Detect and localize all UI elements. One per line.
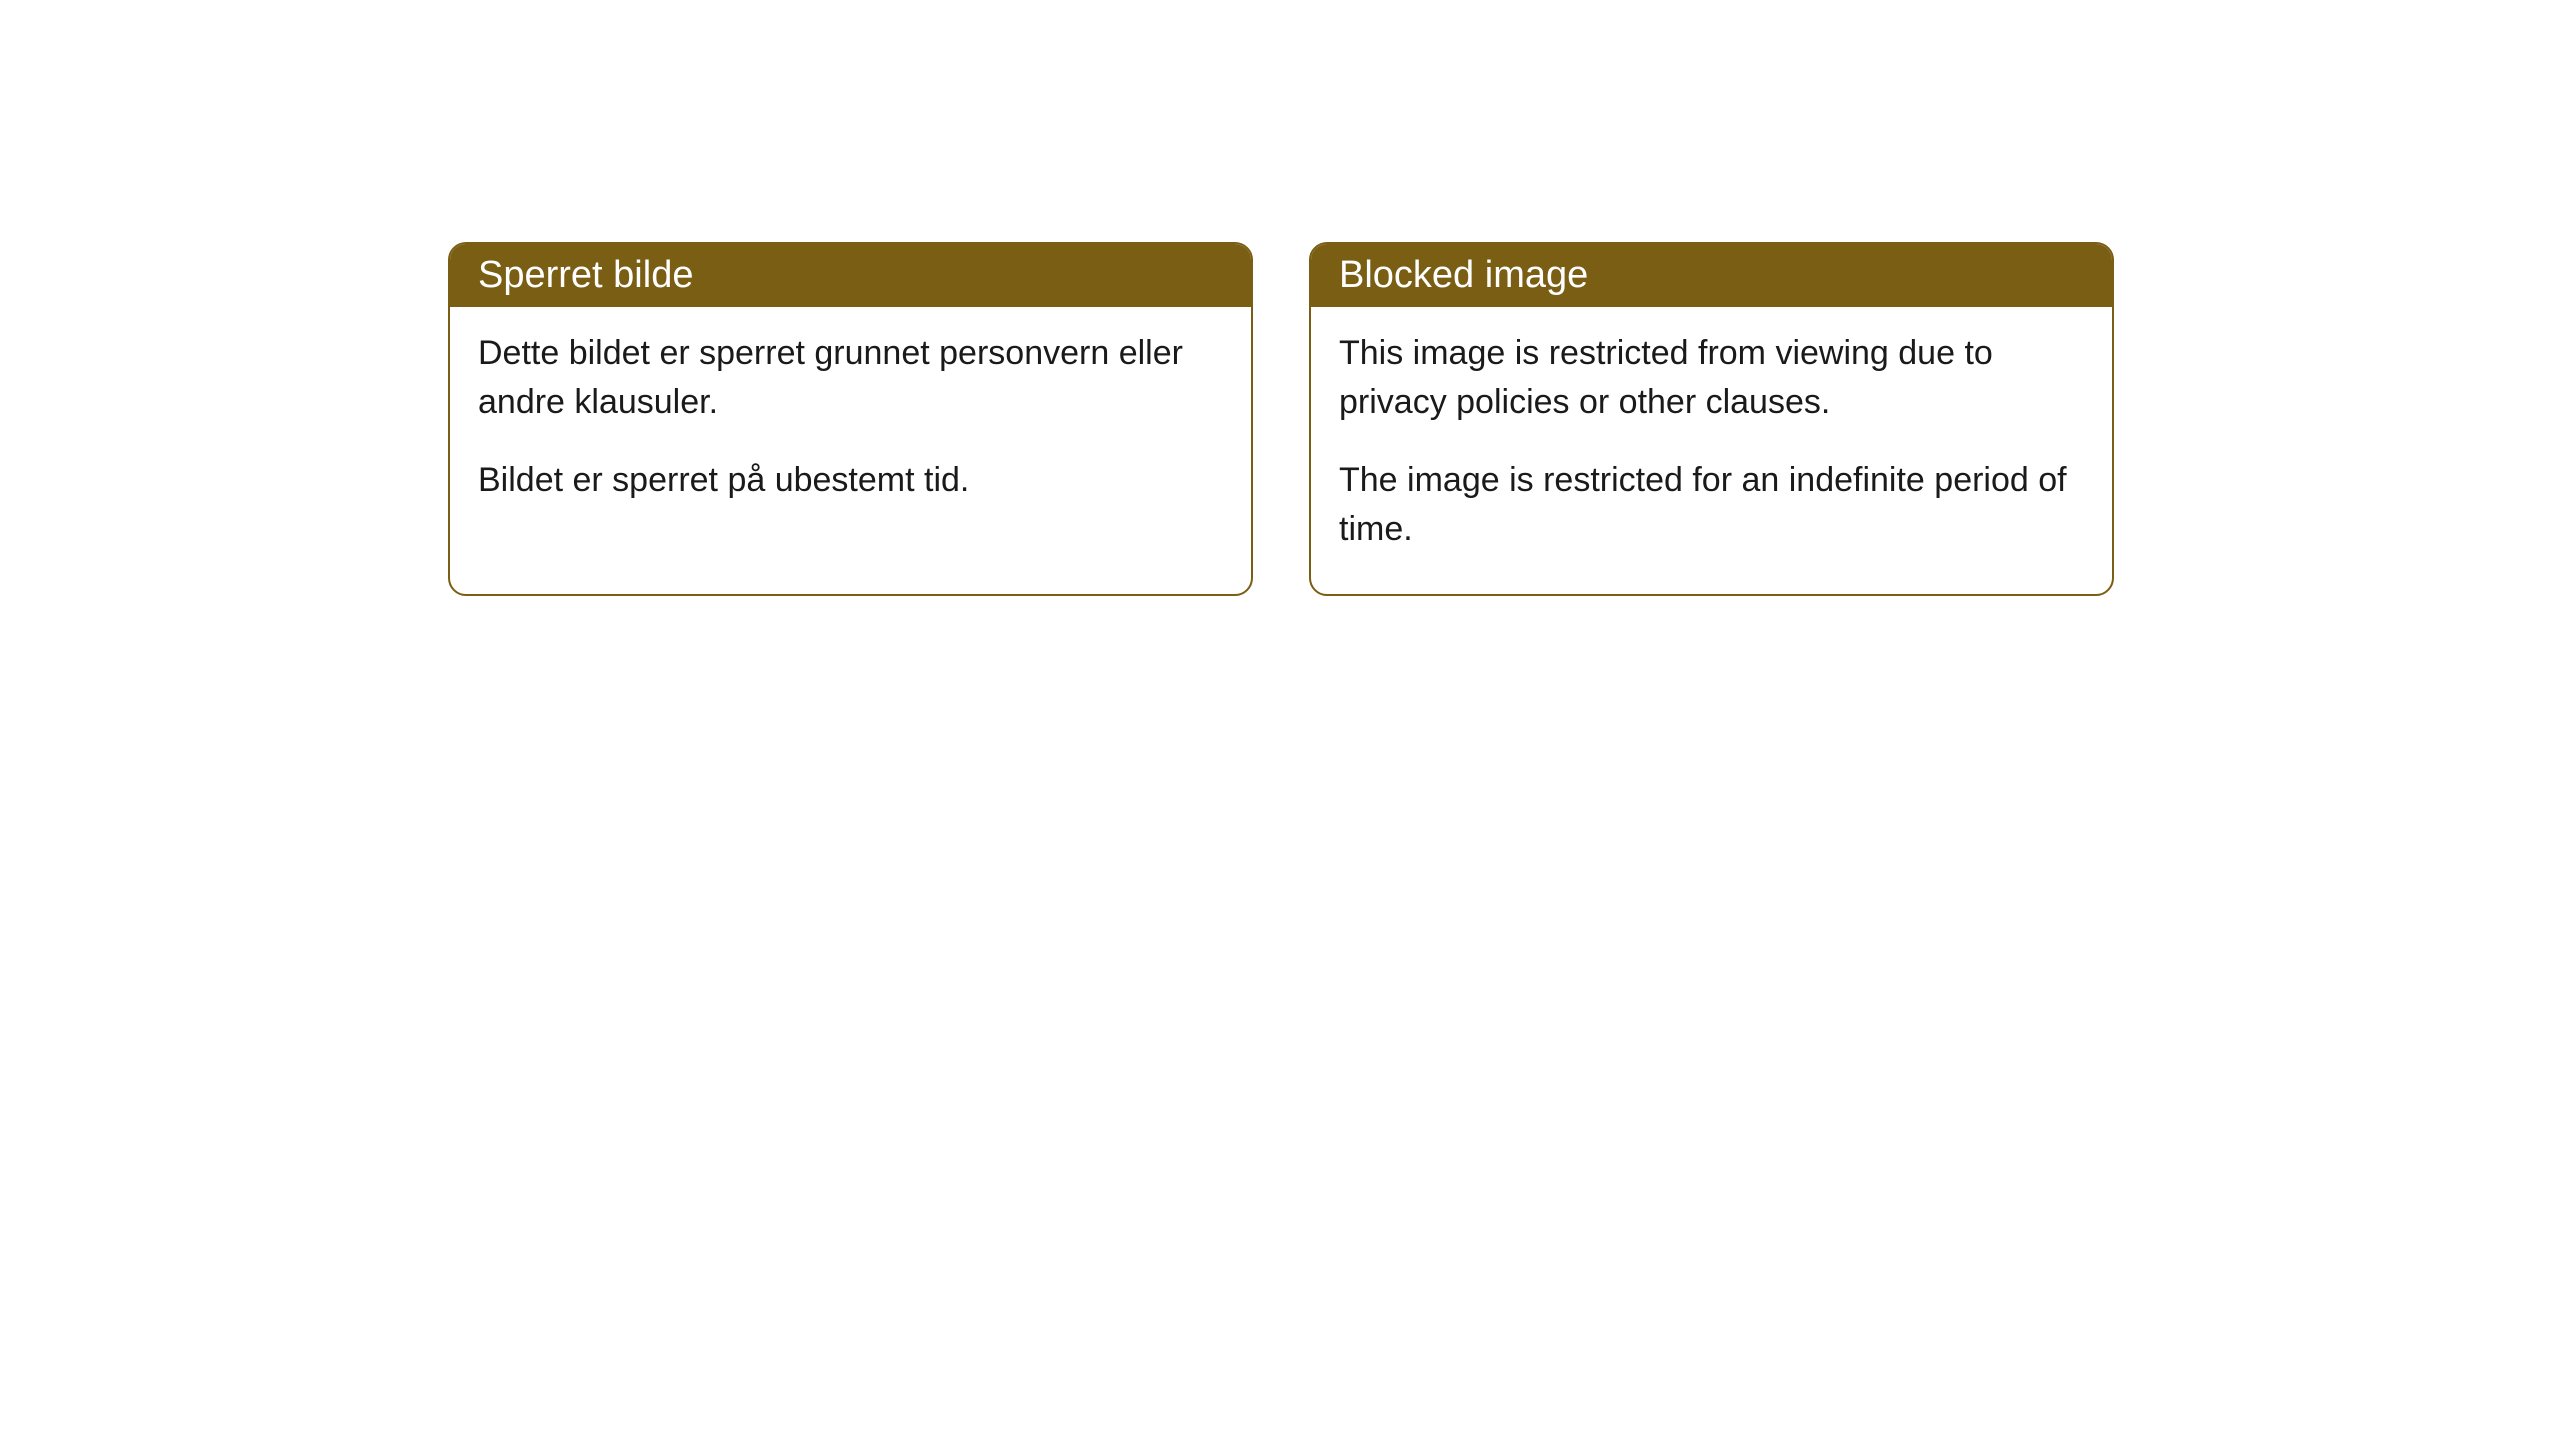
card-title: Sperret bilde	[478, 254, 693, 296]
card-paragraph: Bildet er sperret på ubestemt tid.	[478, 456, 1223, 505]
card-body-norwegian: Dette bildet er sperret grunnet personve…	[450, 307, 1251, 545]
card-paragraph: This image is restricted from viewing du…	[1339, 329, 2084, 428]
card-title: Blocked image	[1339, 254, 1588, 296]
notice-card-english: Blocked image This image is restricted f…	[1309, 242, 2114, 596]
card-body-english: This image is restricted from viewing du…	[1311, 307, 2112, 594]
notice-cards-container: Sperret bilde Dette bildet er sperret gr…	[448, 242, 2114, 596]
card-paragraph: Dette bildet er sperret grunnet personve…	[478, 329, 1223, 428]
card-header-norwegian: Sperret bilde	[450, 244, 1251, 307]
card-paragraph: The image is restricted for an indefinit…	[1339, 456, 2084, 555]
notice-card-norwegian: Sperret bilde Dette bildet er sperret gr…	[448, 242, 1253, 596]
card-header-english: Blocked image	[1311, 244, 2112, 307]
